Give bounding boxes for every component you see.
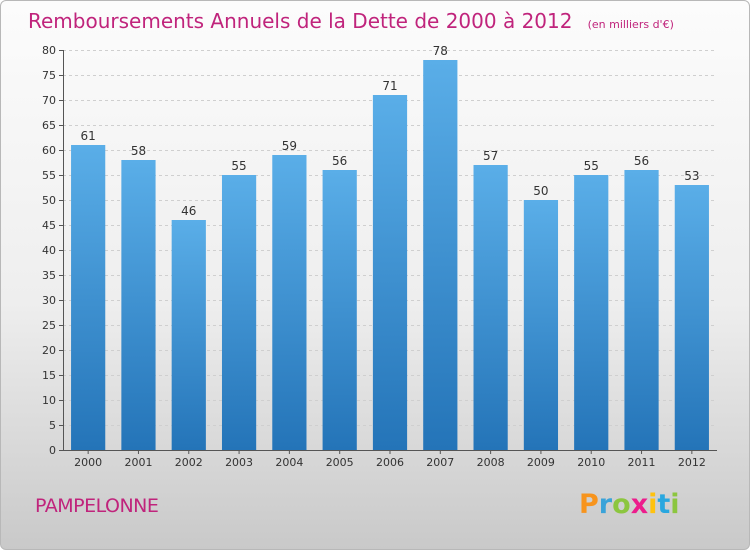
y-tick-label: 35 — [42, 269, 56, 282]
x-tick-label: 2010 — [577, 456, 605, 469]
data-label: 61 — [81, 129, 96, 143]
y-tick-label: 20 — [42, 344, 56, 357]
x-tick-label: 2006 — [376, 456, 404, 469]
data-labels: 61 58 46 55 59 56 71 78 57 50 55 56 53 — [81, 44, 700, 218]
bar — [473, 165, 508, 450]
y-tick-label: 60 — [42, 144, 56, 157]
data-label: 56 — [332, 154, 347, 168]
bar — [272, 155, 307, 450]
data-label: 56 — [634, 154, 649, 168]
x-tick-label: 2011 — [628, 456, 656, 469]
y-tick-label: 80 — [42, 44, 56, 57]
x-tick-label: 2007 — [426, 456, 454, 469]
data-label: 58 — [131, 144, 146, 158]
bar — [71, 145, 106, 450]
data-label: 53 — [684, 169, 699, 183]
x-tick-label: 2001 — [124, 456, 152, 469]
y-tick-label: 50 — [42, 194, 56, 207]
data-label: 71 — [382, 79, 397, 93]
data-label: 46 — [181, 204, 196, 218]
y-tick-label: 25 — [42, 319, 56, 332]
bar — [121, 160, 156, 450]
data-label: 78 — [433, 44, 448, 58]
x-tick-label: 2000 — [74, 456, 102, 469]
bar — [423, 60, 458, 450]
bar — [221, 175, 257, 450]
y-tick-label: 0 — [49, 444, 56, 457]
chart-subtitle: (en milliers d'€) — [587, 18, 674, 31]
y-tick-label: 70 — [42, 94, 56, 107]
bar — [372, 95, 408, 450]
data-label: 59 — [282, 139, 297, 153]
data-label: 57 — [483, 149, 498, 163]
bars — [71, 60, 709, 450]
proxiti-logo[interactable]: Proxiti — [579, 489, 680, 520]
y-tick-label: 5 — [49, 419, 56, 432]
y-tick-label: 40 — [42, 244, 56, 257]
x-tick-label: 2008 — [477, 456, 505, 469]
x-tick-label: 2005 — [326, 456, 354, 469]
bar — [171, 220, 206, 450]
x-tick-label: 2003 — [225, 456, 253, 469]
x-tick-label: 2004 — [275, 456, 303, 469]
y-tick-label: 30 — [42, 294, 56, 307]
bar — [674, 185, 709, 450]
bar — [523, 200, 559, 450]
city-name: PAMPELONNE — [35, 495, 159, 517]
bar — [322, 170, 357, 450]
x-tick-label: 2002 — [175, 456, 203, 469]
x-tick-label: 2009 — [527, 456, 555, 469]
data-label: 55 — [231, 159, 246, 173]
x-tick-label: 2012 — [678, 456, 706, 469]
y-tick-label: 10 — [42, 394, 56, 407]
axes: 0 5 10 15 20 25 30 35 40 45 50 55 60 65 70 75 80 2000 2001… — [42, 44, 717, 469]
y-tick-label: 45 — [42, 219, 56, 232]
bar — [574, 175, 609, 450]
bar — [624, 170, 659, 450]
y-tick-label: 55 — [42, 169, 56, 182]
data-label: 50 — [533, 184, 548, 198]
y-tick-label: 65 — [42, 119, 56, 132]
y-tick-label: 75 — [42, 69, 56, 82]
data-label: 55 — [584, 159, 599, 173]
y-tick-label: 15 — [42, 369, 56, 382]
chart-title: Remboursements Annuels de la Dette de 20… — [28, 9, 573, 33]
title-row: Remboursements Annuels de la Dette de 20… — [28, 9, 674, 33]
